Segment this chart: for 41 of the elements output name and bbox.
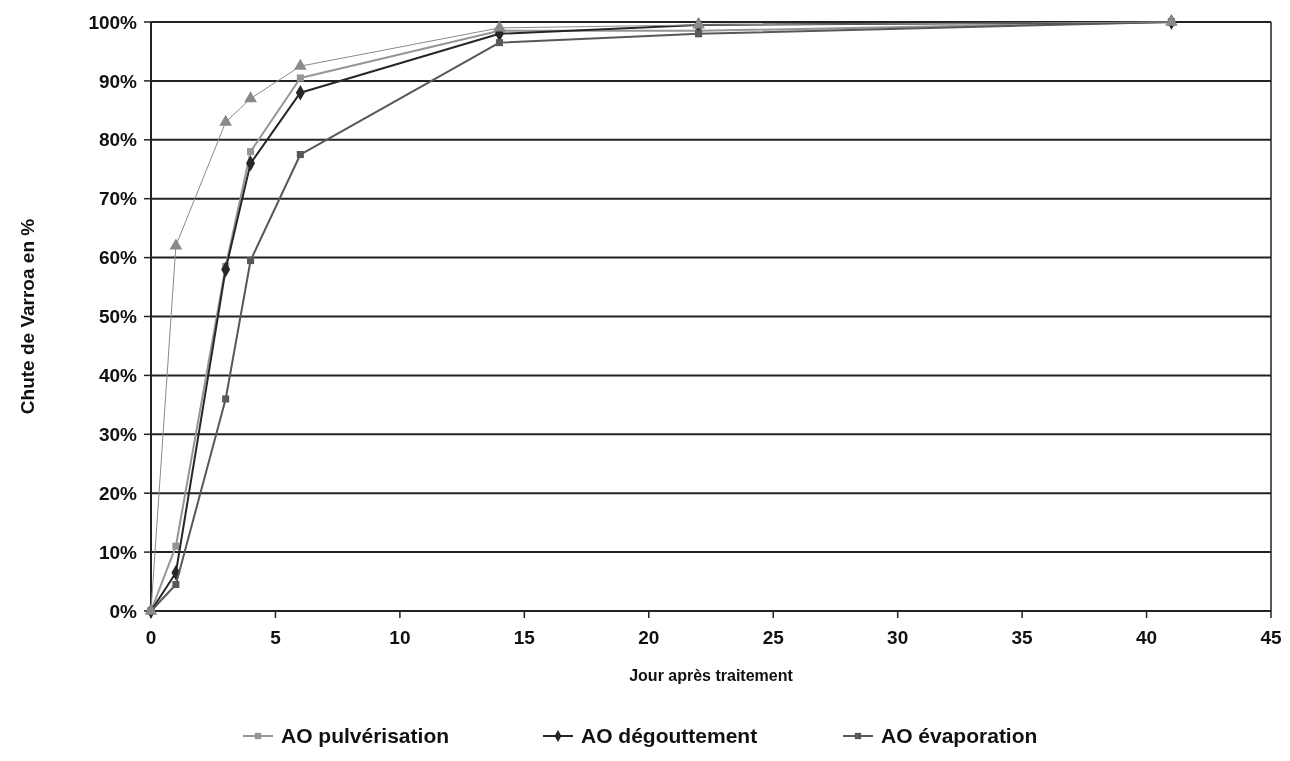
point [169, 238, 183, 250]
x-axis-title: Jour après traitement [629, 667, 794, 684]
y-tick-label: 60% [98, 247, 138, 269]
point [172, 580, 180, 589]
point [1165, 14, 1178, 26]
y-tick-label: 100% [88, 11, 138, 33]
y-tick-label: 90% [98, 70, 138, 92]
point [296, 150, 304, 159]
point [495, 39, 503, 47]
point [244, 91, 257, 103]
x-tick-label: 5 [270, 627, 282, 648]
x-tick-label: 30 [887, 627, 909, 648]
x-tick-label: 10 [389, 627, 411, 648]
point [219, 114, 233, 126]
point [222, 395, 230, 403]
x-tick-label: 25 [762, 627, 785, 648]
x-tick-label: 20 [638, 627, 660, 648]
y-tick-label: 80% [98, 129, 138, 151]
y-tick-label: 30% [98, 423, 138, 445]
point [692, 17, 705, 29]
x-tick-label: 35 [1011, 627, 1034, 648]
point [247, 257, 255, 265]
x-tick-label: 40 [1135, 627, 1158, 648]
point [172, 542, 180, 550]
y-tick-label: 70% [98, 188, 138, 210]
point [493, 20, 506, 32]
y-tick-label: 10% [98, 541, 138, 563]
point [293, 58, 307, 70]
point [296, 74, 304, 82]
x-tick-label: 15 [513, 627, 536, 648]
y-tick-label: 20% [98, 482, 138, 504]
legend-label: AO pulvérisation [281, 724, 450, 748]
x-tick-label: 0 [145, 627, 157, 648]
legend-label: AO dégouttement [581, 724, 758, 748]
y-tick-label: 40% [98, 365, 138, 387]
x-tick-label: 45 [1260, 627, 1282, 648]
y-tick-label: 50% [98, 306, 138, 328]
y-tick-label: 0% [109, 600, 138, 622]
legend-label: AO évaporation [881, 724, 1038, 748]
y-axis-title: Chute de Varroa en % [17, 218, 38, 415]
point [247, 148, 255, 156]
